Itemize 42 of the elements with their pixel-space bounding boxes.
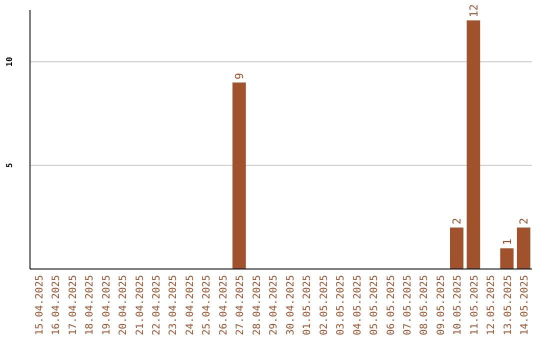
x-tick-label: 11.05.2025 <box>469 275 480 336</box>
x-tick-label: 30.04.2025 <box>285 275 296 336</box>
x-tick-label: 12.05.2025 <box>486 275 498 336</box>
bar <box>466 20 480 269</box>
x-tick-label: 01.05.2025 <box>302 275 314 336</box>
data-label: 12 <box>467 4 480 18</box>
data-label: 1 <box>500 238 514 246</box>
x-tick-label: 22.04.2025 <box>152 275 162 336</box>
bar <box>450 228 464 269</box>
x-tick-label: 07.05.2025 <box>402 275 414 336</box>
x-tick-label: 27.04.2025 <box>235 275 246 336</box>
y-tick-label: 10 <box>5 56 14 67</box>
data-label: 2 <box>518 218 531 225</box>
bar <box>516 228 530 269</box>
x-tick-label: 24.04.2025 <box>184 275 196 336</box>
x-tick-label: 04.05.2025 <box>352 275 364 336</box>
x-tick-label: 05.05.2025 <box>369 275 380 336</box>
x-tick-label: 10.05.2025 <box>452 275 464 336</box>
x-tick-label: 19.04.2025 <box>101 275 112 336</box>
x-tick-label: 29.04.2025 <box>268 275 280 336</box>
x-tick-label: 21.04.2025 <box>134 275 146 336</box>
data-label: 9 <box>233 72 246 80</box>
x-tick-label: 23.04.2025 <box>168 275 180 336</box>
x-tick-label: 26.04.2025 <box>218 275 230 336</box>
x-tick-label: 18.04.2025 <box>84 275 96 336</box>
x-tick-label: 09.05.2025 <box>436 275 447 336</box>
x-tick-label: 20.04.2025 <box>118 275 130 336</box>
x-tick-label: 13.05.2025 <box>502 275 514 336</box>
x-tick-label: 08.05.2025 <box>419 275 430 336</box>
x-tick-label: 14.05.2025 <box>520 275 531 336</box>
bar <box>232 82 246 269</box>
bar <box>500 248 514 269</box>
x-tick-label: 16.04.2025 <box>51 275 62 336</box>
x-tick-label: 06.05.2025 <box>386 275 397 336</box>
x-tick-label: 03.05.2025 <box>336 275 347 336</box>
x-tick-label: 02.05.2025 <box>318 275 330 336</box>
x-tick-label: 28.04.2025 <box>252 275 263 336</box>
x-tick-label: 17.04.2025 <box>68 275 79 336</box>
data-label: 2 <box>450 218 464 225</box>
x-tick-label: 15.04.2025 <box>34 275 46 336</box>
x-tick-label: 25.04.2025 <box>202 275 213 336</box>
y-tick-label: 5 <box>5 162 14 168</box>
